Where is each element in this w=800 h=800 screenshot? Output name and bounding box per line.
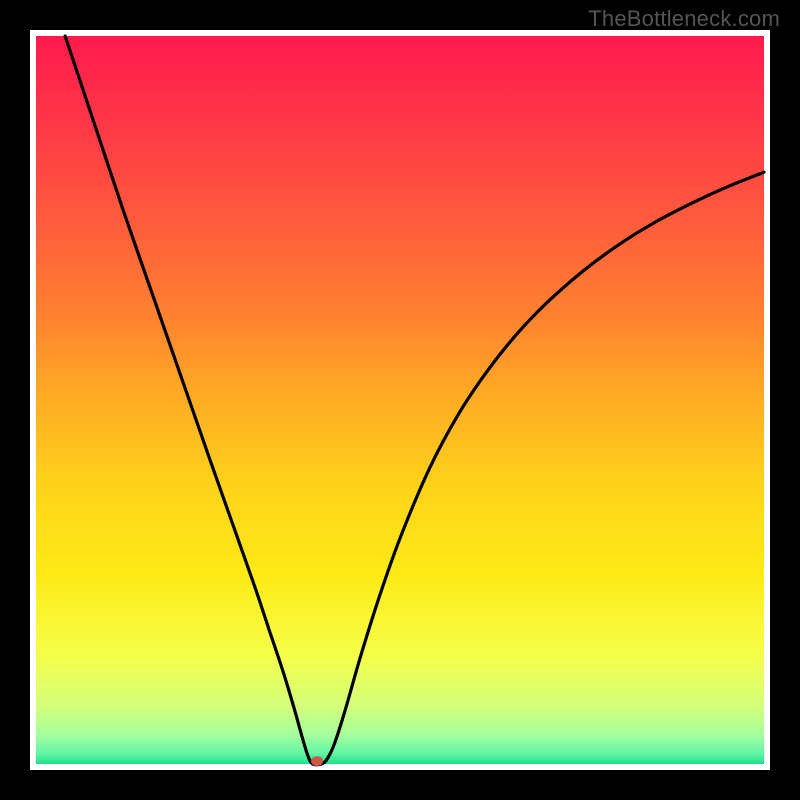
optimal-point-marker — [311, 756, 323, 766]
watermark-text: TheBottleneck.com — [588, 6, 780, 32]
bottleneck-chart: TheBottleneck.com — [0, 0, 800, 800]
chart-svg — [0, 0, 800, 800]
plot-background — [36, 36, 764, 764]
